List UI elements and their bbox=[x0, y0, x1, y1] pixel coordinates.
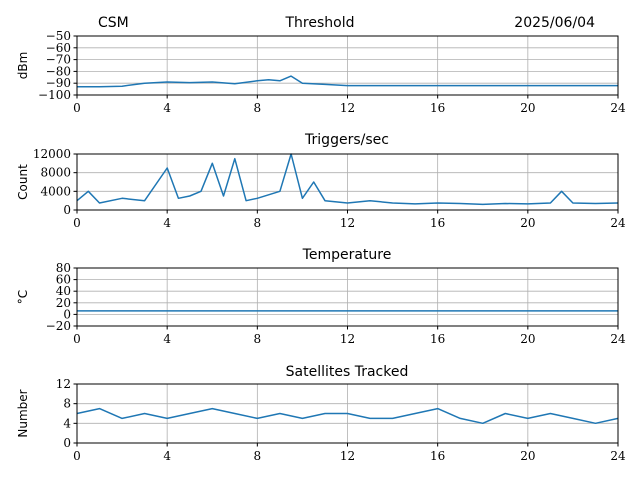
y-tick-label: 4000 bbox=[40, 184, 71, 198]
x-tick-label: 12 bbox=[340, 449, 355, 463]
x-tick-label: 12 bbox=[340, 216, 355, 230]
y-tick-label: 80 bbox=[56, 261, 71, 275]
header-center: Threshold bbox=[285, 15, 355, 31]
y-tick-label: 0 bbox=[63, 203, 71, 217]
y-tick-label: 40 bbox=[56, 284, 71, 298]
panel-satellites: Satellites Tracked 0 4 8 12 16 20 24 0 4 8 12 Numbe… bbox=[16, 364, 626, 463]
x-tick-label: 8 bbox=[254, 101, 262, 115]
y-tick-label: −80 bbox=[46, 64, 71, 78]
header-right: 2025/06/04 bbox=[514, 15, 595, 31]
series-line bbox=[76, 407, 619, 425]
series-line bbox=[77, 75, 618, 88]
y-tick-label: −70 bbox=[46, 53, 71, 67]
x-tick-label: 4 bbox=[163, 216, 171, 230]
y-tick-label: 12 bbox=[56, 377, 71, 391]
x-tick-label: 0 bbox=[73, 101, 81, 115]
y-tick-label: 20 bbox=[56, 296, 71, 310]
panel-title: Satellites Tracked bbox=[286, 364, 409, 380]
x-tick-label: 8 bbox=[254, 216, 262, 230]
y-tick-label: 60 bbox=[56, 273, 71, 287]
x-tick-label: 4 bbox=[163, 449, 171, 463]
y-tick-label: 8 bbox=[63, 397, 71, 411]
x-tick-label: 20 bbox=[520, 101, 535, 115]
panel-title: Triggers/sec bbox=[304, 132, 389, 148]
panel-threshold: 0 4 8 12 16 20 24 −100−90−80−70−60−50 dBm bbox=[16, 29, 626, 115]
y-tick-label: 12000 bbox=[33, 147, 71, 161]
x-tick-label: 0 bbox=[73, 449, 81, 463]
y-tick-label: −50 bbox=[46, 29, 71, 43]
x-tick-label: 0 bbox=[73, 216, 81, 230]
y-axis-label: Number bbox=[16, 389, 30, 437]
x-tick-label: 20 bbox=[520, 216, 535, 230]
x-tick-label: 16 bbox=[430, 101, 445, 115]
y-axis-label: Count bbox=[16, 164, 30, 200]
x-tick-label: 20 bbox=[520, 449, 535, 463]
x-tick-label: 4 bbox=[163, 332, 171, 346]
panel-triggers: Triggers/sec 0 4 8 12 16 20 24 0 4000 8000 12000Co… bbox=[16, 132, 626, 230]
x-tick-label: 16 bbox=[430, 449, 445, 463]
x-tick-label: 24 bbox=[610, 216, 626, 230]
y-axis-label: °C bbox=[16, 290, 30, 304]
y-tick-label: −20 bbox=[46, 319, 71, 333]
y-tick-label: −60 bbox=[46, 41, 71, 55]
x-tick-label: 16 bbox=[430, 332, 445, 346]
y-tick-label: −90 bbox=[46, 76, 71, 90]
y-tick-label: 4 bbox=[63, 416, 71, 430]
x-tick-label: 4 bbox=[163, 101, 171, 115]
y-tick-label: 0 bbox=[63, 436, 71, 450]
x-tick-label: 20 bbox=[520, 332, 535, 346]
panel-title: Temperature bbox=[302, 247, 392, 263]
x-tick-label: 8 bbox=[254, 332, 262, 346]
x-tick-label: 12 bbox=[340, 332, 355, 346]
x-tick-label: 24 bbox=[610, 449, 626, 463]
header-left: CSM bbox=[98, 15, 129, 31]
x-tick-label: 8 bbox=[254, 449, 262, 463]
x-tick-label: 16 bbox=[430, 216, 445, 230]
series-line bbox=[76, 153, 619, 206]
y-axis-label: dBm bbox=[16, 52, 30, 80]
x-tick-label: 0 bbox=[73, 332, 81, 346]
y-tick-label: −100 bbox=[38, 88, 71, 102]
x-tick-label: 24 bbox=[610, 101, 626, 115]
x-tick-label: 12 bbox=[340, 101, 355, 115]
y-tick-label: 8000 bbox=[40, 166, 71, 180]
y-tick-label: 0 bbox=[63, 307, 71, 321]
x-tick-label: 24 bbox=[610, 332, 626, 346]
